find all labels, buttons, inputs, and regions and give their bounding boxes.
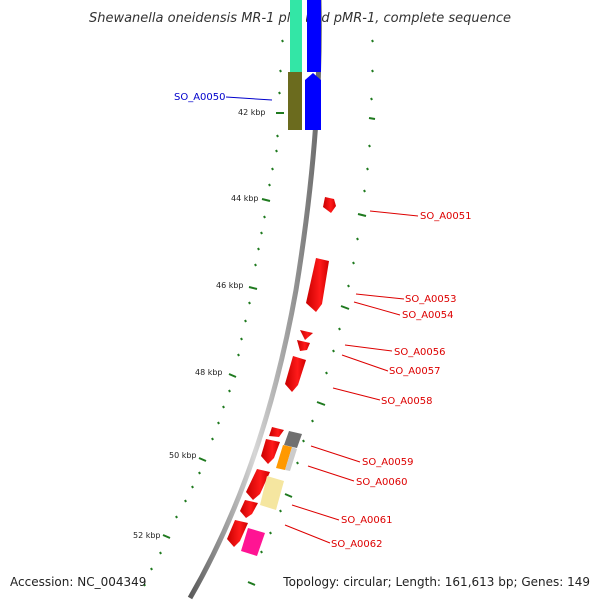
leader-so-a0061 [291,504,340,521]
leader-so-a0059 [310,445,361,463]
cds-so-a0053 [306,258,329,312]
top-features [288,0,321,130]
cds-so-a0054 [300,330,313,340]
leader-so-a0051 [369,210,419,217]
leader-so-a0060 [307,465,355,482]
tick-label-52kbp: 52 kbp [133,531,161,540]
gene-labels: SO_A0050 SO_A0051 SO_A0053 SO_A0054 SO_A… [174,92,472,550]
orange-feature [276,445,292,470]
tick-label-48kbp: 48 kbp [195,368,223,377]
pale-yellow-feature [260,476,284,510]
gene-label-so-a0051: SO_A0051 [420,211,472,222]
leader-so-a0057 [341,354,389,372]
cds-so-a0062 [227,520,248,547]
tick-label-50kbp: 50 kbp [169,451,197,460]
light-grey-feature [285,447,297,471]
cds-so-a0060 [246,469,270,500]
gene-label-so-a0053: SO_A0053 [405,294,457,305]
gene-label-so-a0057: SO_A0057 [389,366,441,377]
olive-feature [288,72,303,130]
tick-label-42kbp: 42 kbp [238,108,266,117]
cds-so-a0058 [285,356,306,392]
leader-so-a0054 [353,301,401,316]
cds-so-a0056 [297,340,310,351]
gene-label-so-a0054: SO_A0054 [402,310,454,321]
outer-tick-ring [247,39,376,586]
summary-text: Topology: circular; Length: 161,613 bp; … [282,575,590,589]
cds-so-a0059-a [269,427,284,437]
cds-so-a0051 [323,197,336,213]
grey-feature [284,431,302,448]
cds-so-a0061 [240,500,258,518]
gene-label-so-a0062: SO_A0062 [331,539,383,550]
aqua-feature [290,0,304,72]
cds-so-a0059-b [261,439,280,464]
gene-label-so-a0058: SO_A0058 [381,396,433,407]
leader-so-a0058 [332,387,381,401]
gene-label-so-a0061: SO_A0061 [341,515,393,526]
blue-feature-upper [307,0,321,72]
accession-text: Accession: NC_004349 [10,575,146,589]
gene-label-so-a0059: SO_A0059 [362,457,414,468]
cds-features [227,197,336,547]
misc-features [241,431,302,556]
blue-gene-arrow [305,73,321,130]
leader-lines [225,96,419,544]
gene-label-so-a0060: SO_A0060 [356,477,408,488]
tick-label-44kbp: 44 kbp [231,194,259,203]
inner-tick-ring [143,39,284,587]
leader-so-a0062 [284,524,331,544]
scale-labels: 42 kbp 44 kbp 46 kbp 48 kbp 50 kbp 52 kb… [133,108,266,540]
white-divider [302,0,306,130]
gene-label-so-a0050: SO_A0050 [174,92,226,103]
tick-label-46kbp: 46 kbp [216,281,244,290]
gene-label-so-a0056: SO_A0056 [394,347,446,358]
leader-so-a0053 [355,293,405,300]
magenta-feature [241,528,265,556]
leader-so-a0050 [225,96,273,101]
leader-so-a0056 [344,344,393,352]
